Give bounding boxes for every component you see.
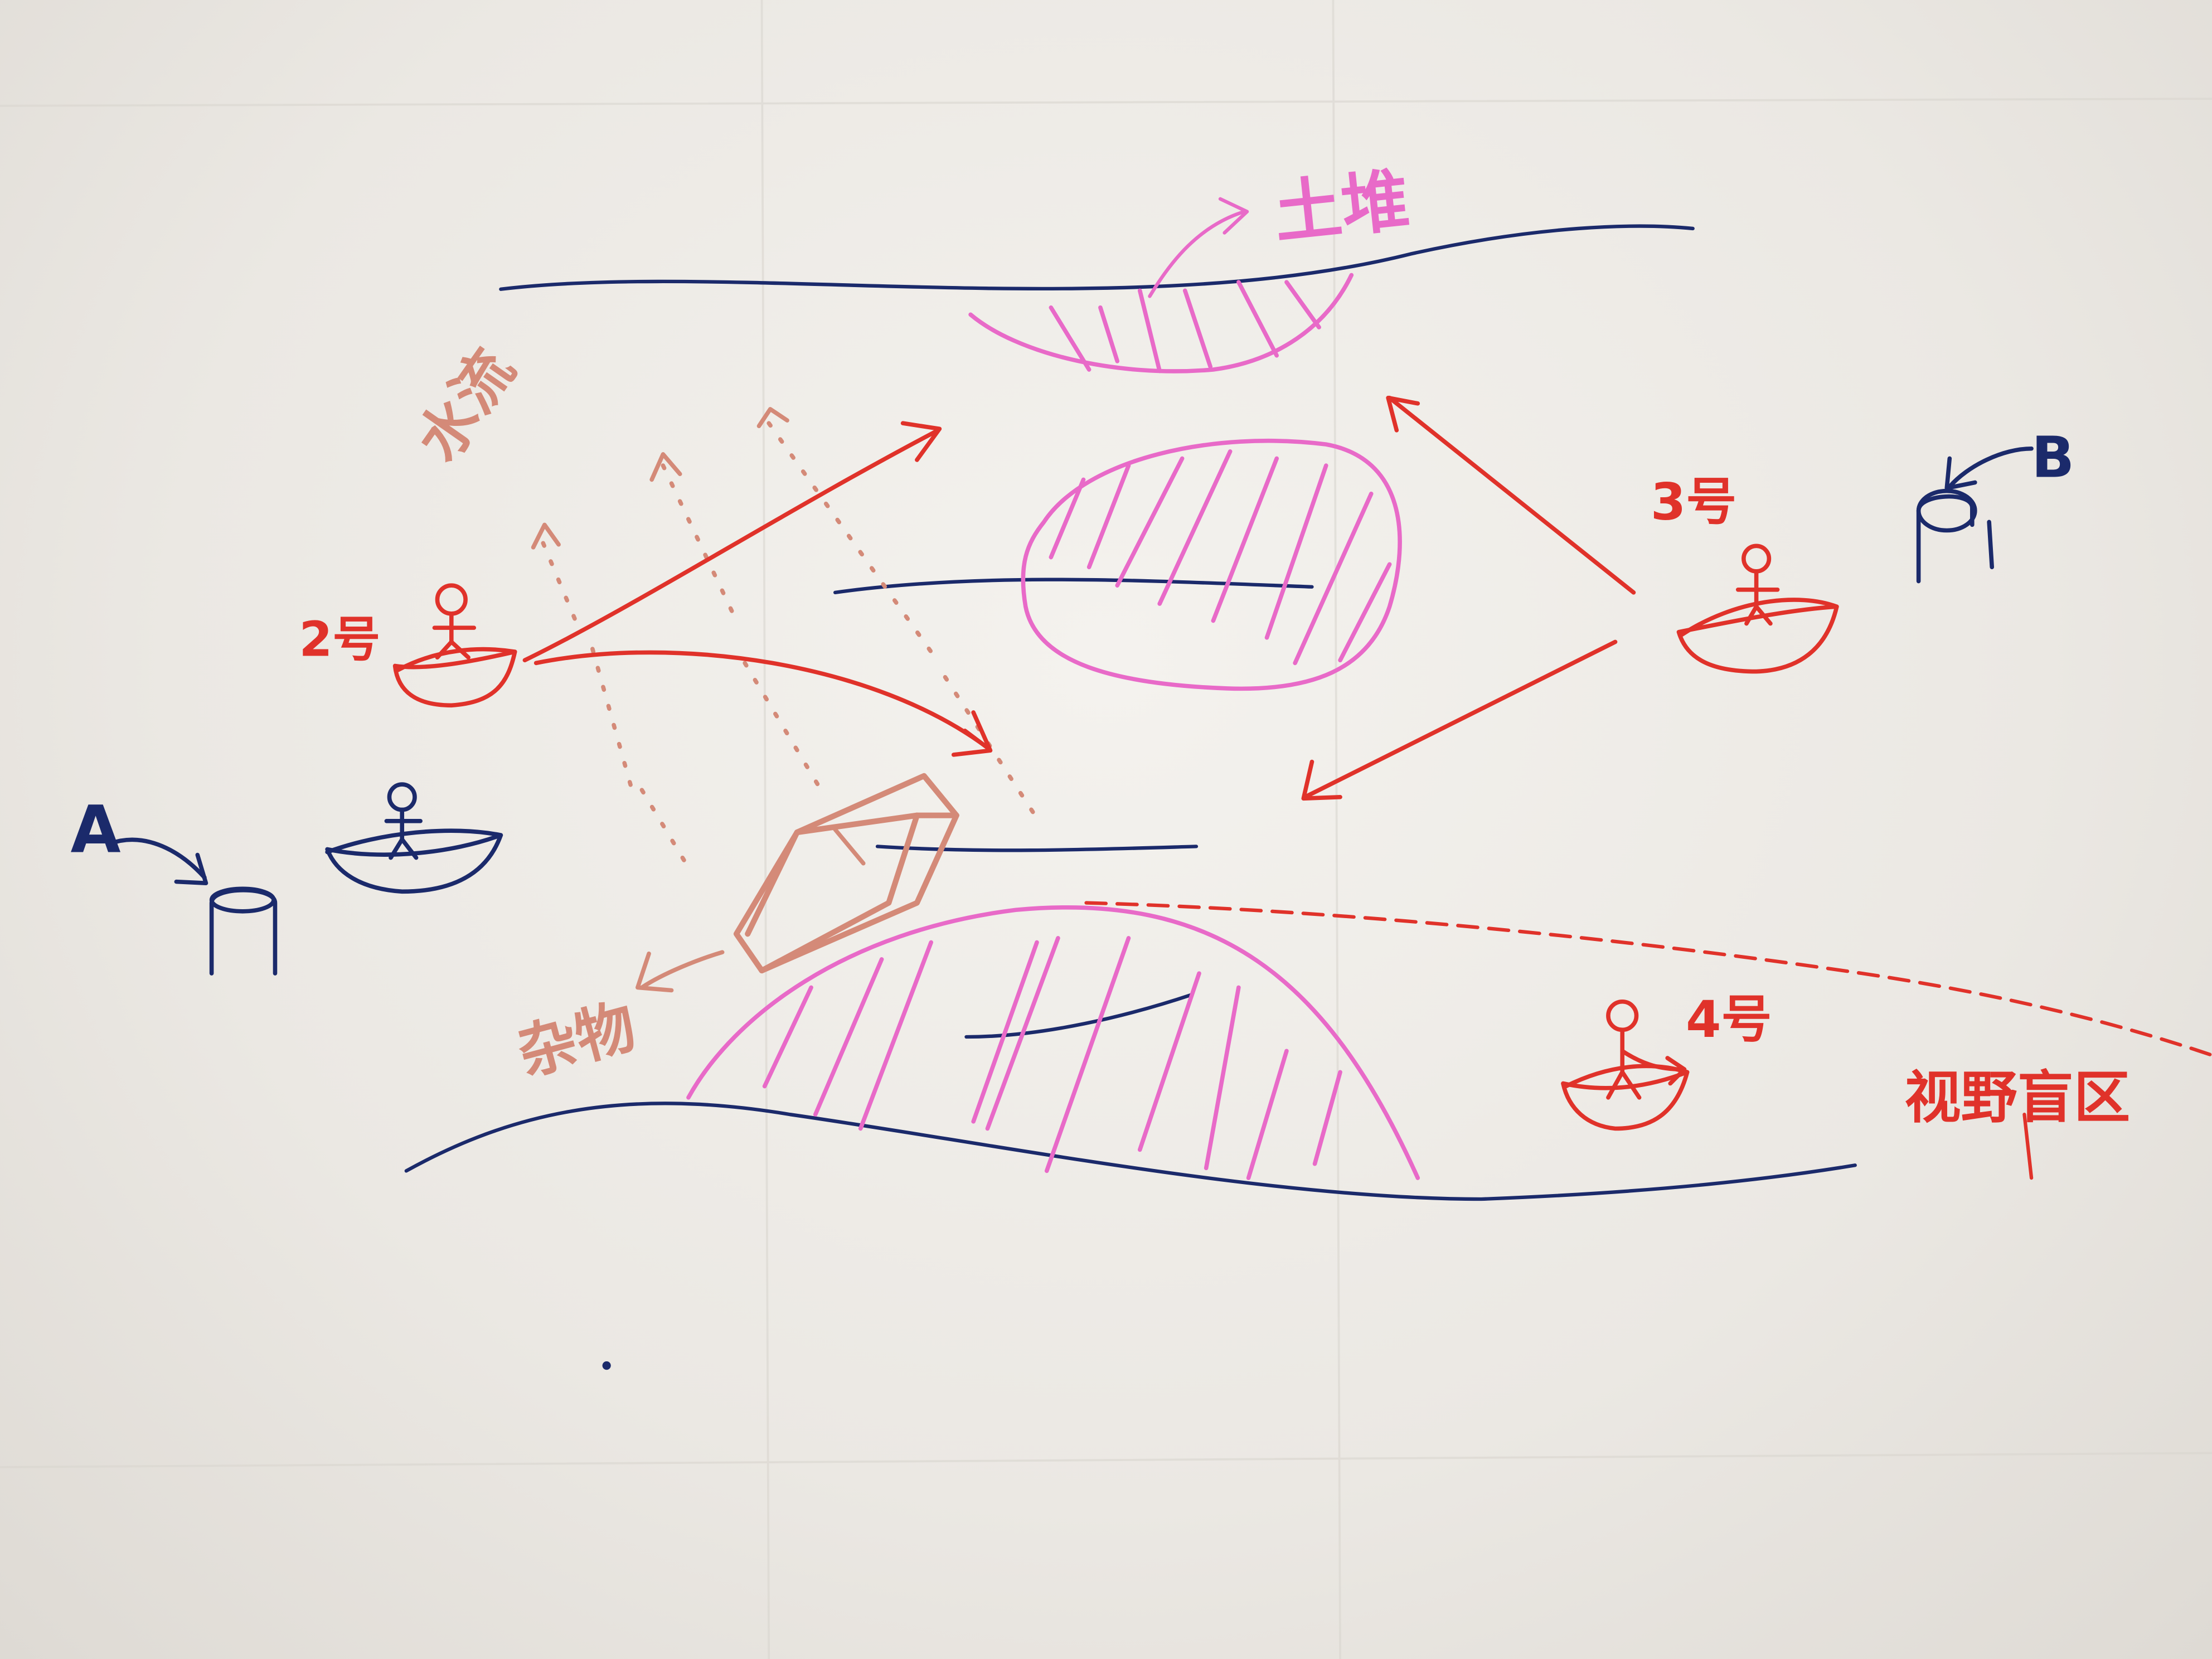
boat-1 [325, 782, 503, 894]
label-water-flow: 水流 [404, 337, 528, 474]
boat-2-sight-arrows [522, 421, 993, 757]
ink-dot [602, 1361, 611, 1370]
label-earth-mound: 土堆 [1270, 160, 1413, 253]
label-boat-3: 3号 [1651, 472, 1736, 531]
blind-zone-tick [2022, 1113, 2034, 1180]
marker-b-post [1916, 446, 2034, 584]
water-flow-arrows [541, 421, 1039, 863]
label-debris: 杂物 [511, 992, 643, 1089]
boat-2 [392, 583, 517, 708]
river-top-bank [499, 224, 1695, 291]
channel-line-lower [964, 992, 1194, 1039]
earth-mound-top [968, 197, 1354, 373]
water-flow-arrowheads [531, 407, 789, 550]
earth-mound-bottom [686, 905, 1420, 1180]
label-point-b: B [2031, 424, 2074, 490]
label-boat-4: 4号 [1686, 990, 1772, 1049]
marker-a-post [108, 837, 278, 976]
boat-3-sight-arrows [1301, 395, 1636, 801]
river-bottom-bank [404, 1102, 1857, 1201]
channel-line-middle [875, 845, 1199, 852]
earth-mound-island [1021, 438, 1402, 691]
boat-4 [1561, 999, 1690, 1131]
label-boat-2: 2号 [299, 612, 380, 668]
label-blind-zone: 视野盲区 [1904, 1065, 2130, 1131]
debris-box [636, 773, 959, 993]
blind-zone-line [1084, 901, 2212, 1058]
channel-line-upper [833, 578, 1314, 595]
boat-3 [1676, 544, 1839, 674]
label-point-a: A [71, 792, 121, 867]
